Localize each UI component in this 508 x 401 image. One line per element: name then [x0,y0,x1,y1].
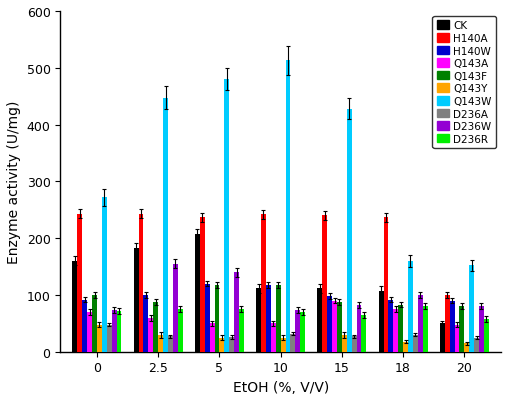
Bar [440,324,444,352]
Bar [300,312,305,352]
Bar [450,301,455,352]
Bar [271,324,276,352]
Bar [92,295,97,352]
Bar [73,261,77,352]
Bar [479,307,484,352]
Bar [148,318,153,352]
Bar [234,273,239,352]
Bar [444,295,450,352]
Bar [112,310,116,352]
Bar [389,300,393,352]
Bar [337,302,342,352]
Bar [225,80,229,352]
X-axis label: EtOH (%, V/V): EtOH (%, V/V) [233,380,329,394]
Bar [403,342,408,352]
Bar [280,338,285,352]
Bar [87,312,92,352]
Bar [134,248,139,352]
Bar [455,325,459,352]
Bar [107,325,112,352]
Bar [469,266,474,352]
Bar [418,295,423,352]
Y-axis label: Enzyme activity (U/mg): Enzyme activity (U/mg) [7,100,21,263]
Bar [77,214,82,352]
Bar [178,310,183,352]
Bar [459,307,464,352]
Bar [322,216,327,352]
Bar [464,343,469,352]
Bar [295,310,300,352]
Bar [97,325,102,352]
Bar [200,218,205,352]
Bar [276,286,280,352]
Bar [362,315,366,352]
Bar [163,99,168,352]
Bar [239,310,244,352]
Bar [229,337,234,352]
Bar [393,310,398,352]
Bar [266,286,271,352]
Bar [342,335,347,352]
Bar [285,61,291,352]
Bar [318,288,322,352]
Bar [116,311,121,352]
Bar [357,306,362,352]
Legend: CK, H140A, H140W, Q143A, Q143F, Q143Y, Q143W, D236A, D236W, D236R: CK, H140A, H140W, Q143A, Q143F, Q143Y, Q… [432,17,496,148]
Bar [352,336,357,352]
Bar [256,288,261,352]
Bar [398,305,403,352]
Bar [139,214,143,352]
Bar [423,307,428,352]
Bar [327,296,332,352]
Bar [347,109,352,352]
Bar [205,284,210,352]
Bar [219,338,225,352]
Bar [378,291,384,352]
Bar [474,338,479,352]
Bar [173,264,178,352]
Bar [214,285,219,352]
Bar [195,235,200,352]
Bar [168,336,173,352]
Bar [408,261,413,352]
Bar [291,334,295,352]
Bar [413,335,418,352]
Bar [82,300,87,352]
Bar [143,295,148,352]
Bar [158,335,163,352]
Bar [384,218,389,352]
Bar [261,215,266,352]
Bar [102,198,107,352]
Bar [484,319,489,352]
Bar [153,302,158,352]
Bar [332,301,337,352]
Bar [210,324,214,352]
